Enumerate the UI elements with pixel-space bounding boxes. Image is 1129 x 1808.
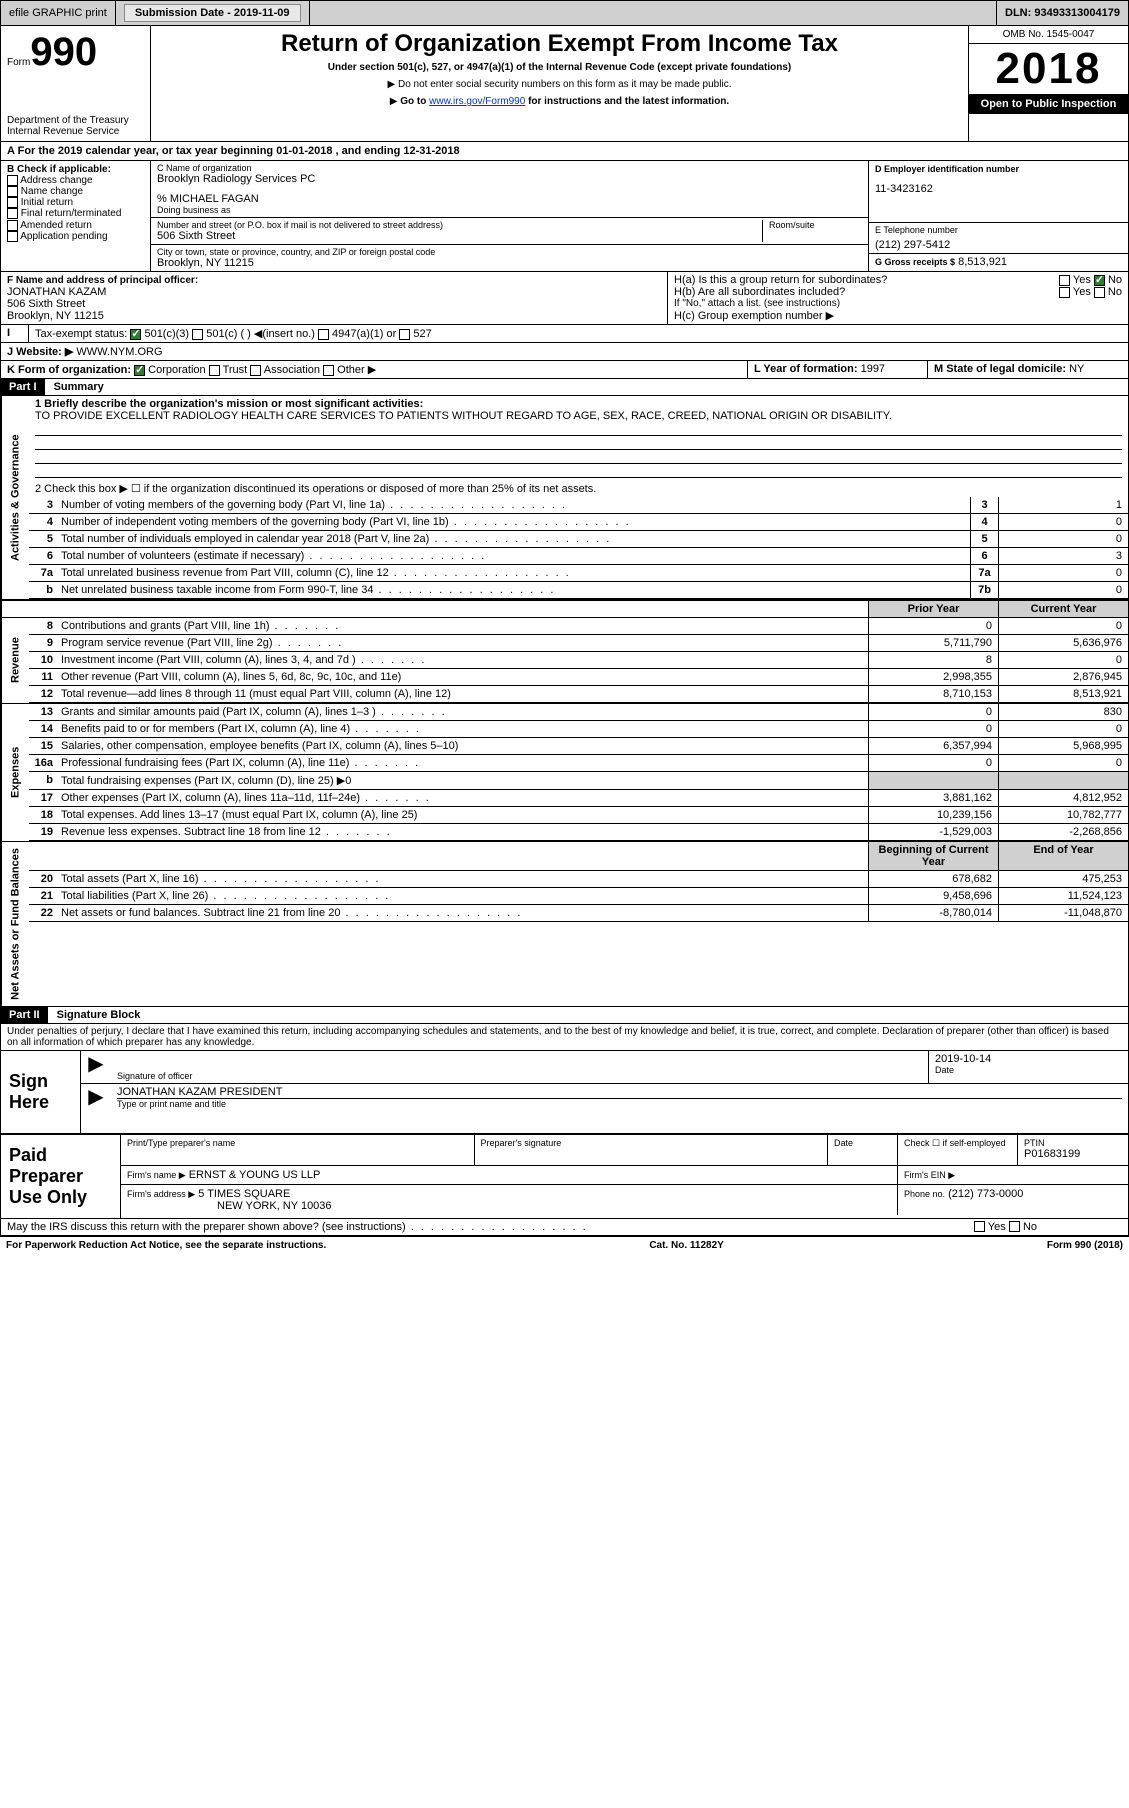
paperwork-notice: For Paperwork Reduction Act Notice, see …	[6, 1240, 326, 1251]
h-c: H(c) Group exemption number ▶	[674, 309, 1122, 322]
box-d-label: D Employer identification number	[875, 164, 1019, 174]
tax-exempt-label: Tax-exempt status:	[35, 328, 127, 340]
sidebar-revenue: Revenue	[1, 618, 29, 703]
omb-number: OMB No. 1545-0047	[969, 26, 1128, 44]
dba-label: Doing business as	[157, 205, 862, 215]
city-label: City or town, state or province, country…	[157, 247, 862, 257]
firm-phone: (212) 773-0000	[948, 1188, 1023, 1200]
sign-here-label: Sign Here	[1, 1051, 81, 1133]
col-current: Current Year	[998, 601, 1128, 617]
col-begin: Beginning of Current Year	[868, 842, 998, 870]
firm-name: ERNST & YOUNG US LLP	[189, 1169, 321, 1181]
form-label: Form	[7, 57, 30, 68]
box-e-label: E Telephone number	[875, 225, 1122, 235]
officer-street: 506 Sixth Street	[7, 298, 85, 310]
tax-year: 2018	[969, 44, 1128, 94]
firm-address1: 5 TIMES SQUARE	[198, 1188, 290, 1200]
form-title: Return of Organization Exempt From Incom…	[157, 30, 962, 58]
mission-text: TO PROVIDE EXCELLENT RADIOLOGY HEALTH CA…	[35, 410, 892, 422]
q1-label: 1 Briefly describe the organization's mi…	[35, 398, 423, 410]
part2-bar: Part II	[1, 1007, 48, 1023]
phone-value: (212) 297-5412	[875, 239, 1122, 251]
ssn-note: Do not enter social security numbers on …	[157, 79, 962, 90]
box-g-label: G Gross receipts $	[875, 257, 955, 267]
form-header: Form990 Department of the Treasury Inter…	[1, 26, 1128, 142]
sidebar-activities: Activities & Governance	[1, 396, 29, 599]
gross-receipts: 8,513,921	[958, 256, 1007, 268]
state-domicile: NY	[1069, 363, 1084, 375]
h-a: H(a) Is this a group return for subordin…	[674, 274, 887, 286]
box-k-label: K Form of organization:	[7, 364, 131, 376]
part1-title: Summary	[48, 381, 104, 393]
dln-label: DLN: 93493313004179	[1005, 7, 1120, 19]
officer-name-title: JONATHAN KAZAM PRESIDENT	[117, 1086, 1122, 1098]
sig-date-label: Date	[935, 1065, 1122, 1075]
street-address: 506 Sixth Street	[157, 230, 762, 242]
h-b: H(b) Are all subordinates included?	[674, 286, 845, 298]
perjury-statement: Under penalties of perjury, I declare th…	[1, 1024, 1128, 1051]
paid-preparer-label: Paid Preparer Use Only	[1, 1135, 121, 1218]
year-formation: 1997	[861, 363, 885, 375]
col-prior: Prior Year	[868, 601, 998, 617]
type-print-label: Type or print name and title	[117, 1098, 1122, 1109]
box-f-label: F Name and address of principal officer:	[7, 275, 198, 286]
form-number: 990	[30, 30, 97, 74]
cat-no: Cat. No. 11282Y	[649, 1240, 723, 1251]
firm-address2: NEW YORK, NY 10036	[217, 1200, 332, 1212]
part1-bar: Part I	[1, 379, 45, 395]
form-990-footer: Form 990 (2018)	[1047, 1240, 1123, 1251]
org-name: Brooklyn Radiology Services PC	[157, 173, 862, 185]
irs-label: Internal Revenue Service	[7, 126, 144, 137]
submission-date-button[interactable]: Submission Date - 2019-11-09	[124, 4, 301, 22]
street-label: Number and street (or P.O. box if mail i…	[157, 220, 762, 230]
care-of: % MICHAEL FAGAN	[157, 193, 862, 205]
sidebar-net-assets: Net Assets or Fund Balances	[1, 842, 29, 1006]
col-end: End of Year	[998, 842, 1128, 870]
officer-name: JONATHAN KAZAM	[7, 286, 106, 298]
sidebar-expenses: Expenses	[1, 704, 29, 841]
form-subtitle: Under section 501(c), 527, or 4947(a)(1)…	[157, 62, 962, 73]
goto-pre: Go to	[400, 96, 429, 107]
officer-city: Brooklyn, NY 11215	[7, 310, 104, 322]
efile-label: efile GRAPHIC print	[9, 7, 107, 19]
goto-post: for instructions and the latest informat…	[525, 96, 729, 107]
box-b: B Check if applicable: Address change Na…	[1, 161, 151, 271]
discuss-question: May the IRS discuss this return with the…	[7, 1221, 588, 1233]
irs-link[interactable]: www.irs.gov/Form990	[429, 96, 525, 107]
box-j-label: J Website: ▶	[7, 346, 73, 358]
public-inspection: Open to Public Inspection	[969, 94, 1128, 114]
top-bar: efile GRAPHIC print Submission Date - 20…	[1, 1, 1128, 26]
h-b-note: If "No," attach a list. (see instruction…	[674, 298, 1122, 309]
box-c-name-label: C Name of organization	[157, 163, 862, 173]
website-value: WWW.NYM.ORG	[76, 346, 162, 358]
city-state-zip: Brooklyn, NY 11215	[157, 257, 862, 269]
line-a-tax-year: A For the 2019 calendar year, or tax yea…	[1, 142, 1128, 161]
ptin: P01683199	[1024, 1148, 1122, 1160]
sig-date: 2019-10-14	[935, 1053, 1122, 1065]
dept-treasury: Department of the Treasury	[7, 115, 144, 126]
sig-officer-label: Signature of officer	[117, 1071, 922, 1081]
ein-value: 11-3423162	[875, 183, 1122, 195]
part2-title: Signature Block	[51, 1009, 141, 1021]
q2-checkbox-line: 2 Check this box ▶ ☐ if the organization…	[29, 480, 1128, 497]
room-label: Room/suite	[769, 220, 862, 230]
